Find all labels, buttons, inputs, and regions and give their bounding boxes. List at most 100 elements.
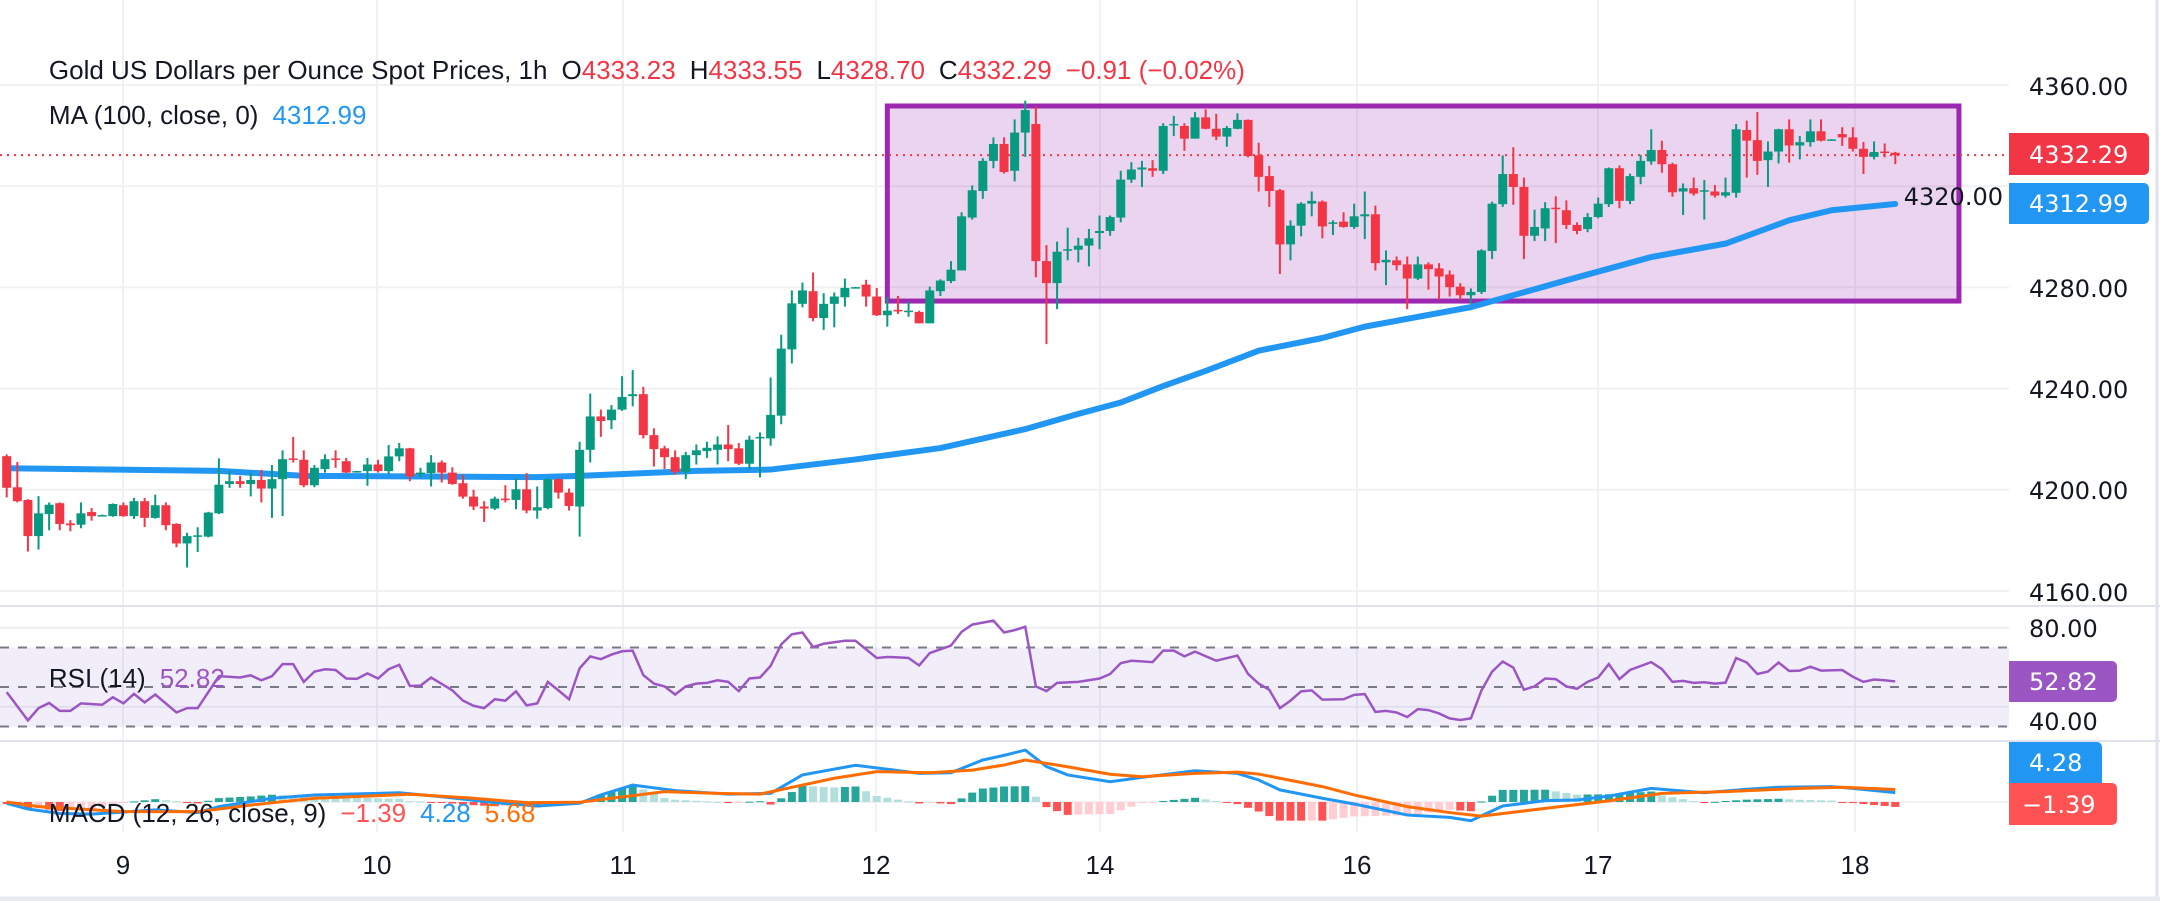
- candle-body: [341, 461, 351, 473]
- rsi-legend[interactable]: RSI (14) 52.82: [20, 632, 225, 725]
- candle-body: [193, 535, 203, 537]
- candle-body: [1381, 259, 1391, 263]
- candle: [1275, 188, 1285, 274]
- candle-body: [967, 190, 977, 218]
- candle: [225, 470, 235, 488]
- histogram-bar: [1880, 802, 1889, 806]
- histogram-bar: [618, 788, 627, 802]
- ma-price-label: 4312.99: [2029, 190, 2128, 218]
- candle: [34, 496, 44, 550]
- candle-body: [1890, 152, 1900, 156]
- candle: [1211, 113, 1221, 141]
- candle: [1784, 119, 1794, 163]
- histogram-bar: [225, 797, 234, 802]
- candle: [967, 185, 977, 220]
- candle: [65, 520, 75, 532]
- histogram-bar: [289, 795, 298, 802]
- candle-body: [203, 512, 213, 537]
- signal-line[interactable]: [6, 758, 1896, 818]
- histogram-bar: [1753, 799, 1762, 802]
- histogram-bar: [840, 786, 849, 802]
- candle: [744, 435, 754, 470]
- candle: [447, 467, 457, 485]
- price-axis[interactable]: 4360.00 4320.00 4280.00 4240.00 4200.00 …: [1904, 73, 2129, 607]
- candle: [140, 497, 150, 527]
- candle: [532, 486, 542, 519]
- candle-body: [1604, 168, 1614, 205]
- candle-body: [1232, 119, 1242, 129]
- histogram-bar: [1106, 802, 1115, 814]
- candle: [649, 428, 659, 467]
- candle: [1031, 106, 1041, 278]
- rsi-line[interactable]: [5, 619, 1896, 723]
- candle-body: [1031, 123, 1041, 262]
- histogram-bar: [1466, 802, 1475, 812]
- histogram-bar: [1657, 795, 1666, 802]
- histogram-bar: [1806, 800, 1815, 802]
- candle-body: [437, 462, 447, 473]
- candle-body: [1010, 132, 1020, 171]
- histogram-bar: [819, 786, 828, 802]
- candle: [511, 478, 521, 510]
- candle-body: [1614, 168, 1624, 201]
- macd-line[interactable]: [6, 748, 1896, 823]
- histogram-bar: [1551, 791, 1560, 802]
- macd-legend[interactable]: MACD (12, 26, close, 9) −1.39 4.28 5.68: [20, 767, 535, 860]
- histogram-bar: [957, 798, 966, 802]
- histogram-bar: [204, 800, 213, 802]
- histogram-bar: [1233, 802, 1242, 805]
- histogram-bar: [1010, 786, 1019, 802]
- candle-body: [1731, 129, 1741, 193]
- candle-body: [681, 455, 691, 472]
- histogram-bar: [1572, 794, 1581, 802]
- last-price-badge: 4332.29: [2009, 133, 2149, 175]
- candle: [893, 296, 903, 314]
- candle-body: [1445, 274, 1455, 288]
- candle: [1508, 147, 1518, 205]
- candle: [1476, 249, 1486, 294]
- candle-body: [543, 479, 553, 509]
- candle-body: [1222, 128, 1232, 137]
- candle-body: [34, 513, 44, 537]
- candle: [1063, 227, 1073, 261]
- histogram-bar: [1732, 800, 1741, 802]
- candle: [55, 502, 65, 531]
- histogram-bar: [1095, 802, 1104, 815]
- rsi-axis[interactable]: 80.00 40.00: [2029, 615, 2098, 736]
- symbol-legend[interactable]: Gold US Dollars per Ounce Spot Prices, 1…: [20, 24, 1245, 117]
- candle-body: [1339, 221, 1349, 227]
- candle: [1307, 191, 1317, 217]
- histogram-bar: [183, 802, 192, 803]
- histogram-bar: [830, 787, 839, 802]
- histogram-bar: [1530, 789, 1539, 802]
- candle: [235, 475, 245, 488]
- candle-body: [1254, 155, 1264, 177]
- candle-body: [1084, 238, 1094, 246]
- candle: [1349, 203, 1359, 229]
- range-rectangle-drawing[interactable]: [884, 103, 1962, 304]
- candle: [1158, 123, 1168, 175]
- histogram-bar: [925, 802, 934, 803]
- histogram-bar: [1509, 789, 1518, 802]
- candle: [723, 425, 733, 462]
- candle: [331, 450, 341, 468]
- candle-body: [415, 472, 425, 475]
- ma-legend[interactable]: MA (100, close, 0) 4312.99: [20, 69, 367, 162]
- ma-100-line[interactable]: [3, 200, 1899, 481]
- last-price-label: 4332.29: [2029, 141, 2128, 169]
- candle: [702, 441, 712, 458]
- histogram-bar: [1318, 802, 1327, 821]
- candle: [755, 432, 765, 478]
- candle: [1752, 112, 1762, 175]
- candle-body: [1307, 200, 1317, 204]
- candle-body: [787, 303, 797, 350]
- candle-body: [1243, 119, 1253, 157]
- candle-body: [1646, 150, 1656, 162]
- histogram-bar: [151, 799, 160, 802]
- candle: [1572, 222, 1582, 235]
- macd-label: MACD (12, 26, close, 9): [48, 798, 327, 828]
- histogram-bar: [1615, 793, 1624, 802]
- candle-body: [246, 479, 256, 484]
- time-axis[interactable]: 9 10 11 12 14 16 17 18: [116, 850, 1870, 880]
